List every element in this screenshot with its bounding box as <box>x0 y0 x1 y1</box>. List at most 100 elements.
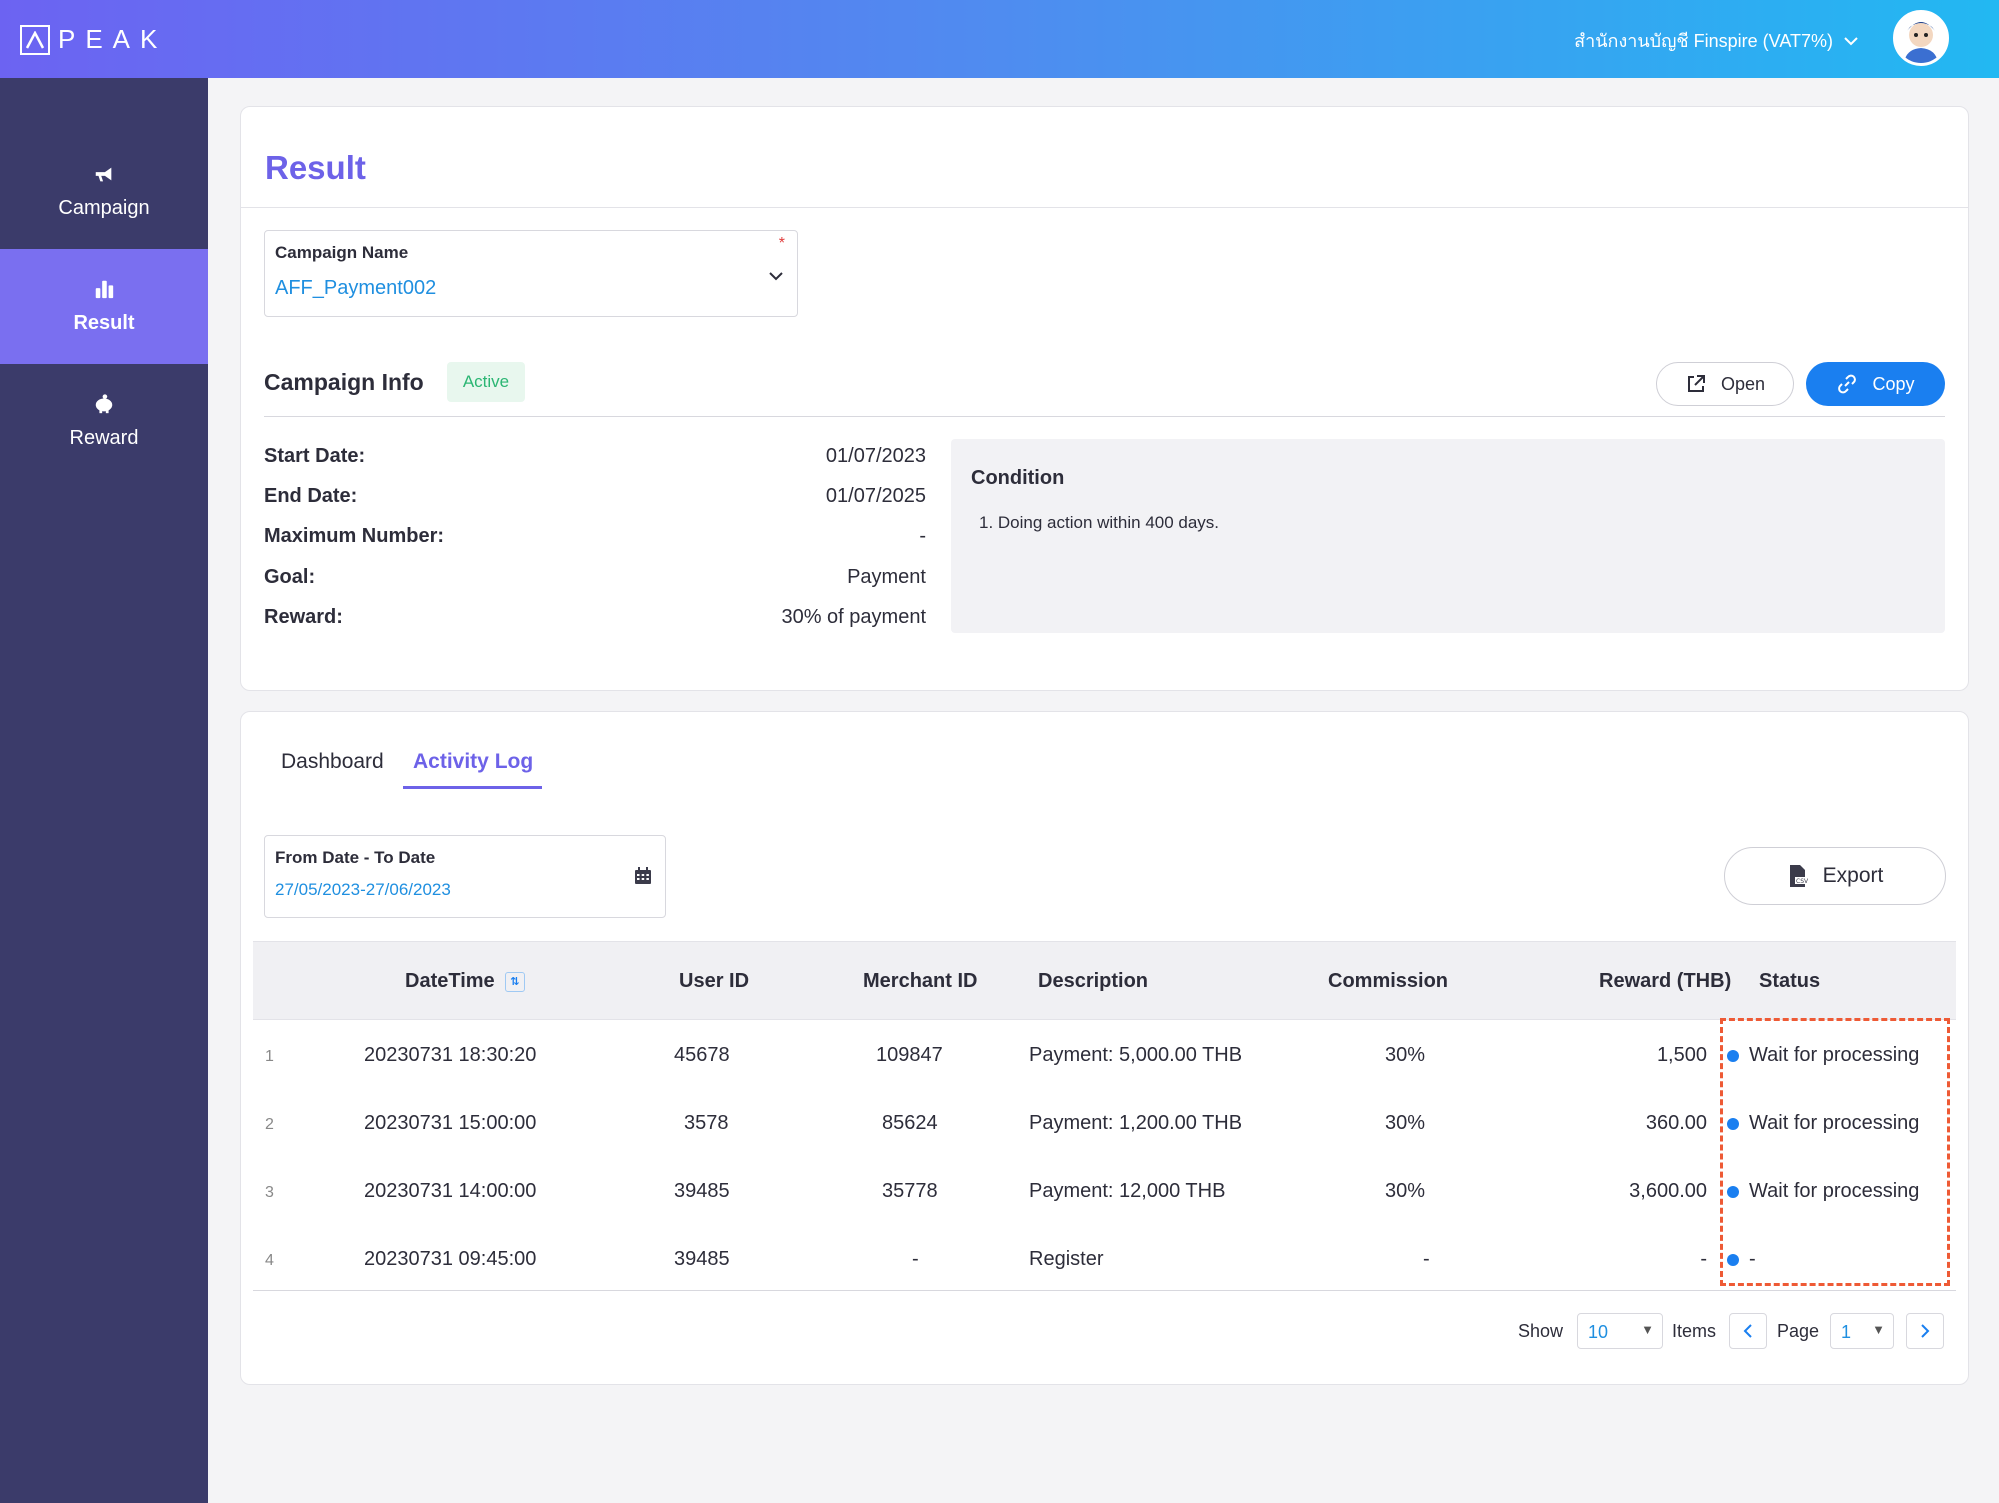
date-range-field[interactable]: From Date - To Date 27/05/2023-27/06/202… <box>264 835 666 918</box>
calendar-icon[interactable] <box>633 866 653 886</box>
cell-description: Payment: 5,000.00 THB <box>1029 1044 1243 1066</box>
date-range-value: 27/05/2023-27/06/2023 <box>275 880 451 899</box>
info-value: 01/07/2023 <box>825 445 926 467</box>
sidebar-item-label: Campaign <box>58 197 150 219</box>
tab-dashboard[interactable]: Dashboard <box>281 750 384 773</box>
csv-file-icon: CSV <box>1789 865 1809 887</box>
organization-name: สำนักงานบัญชี Finspire (VAT7%) <box>1574 31 1833 51</box>
status-dot-icon <box>1727 1253 1739 1266</box>
cell-datetime: 20230731 15:00:00 <box>364 1112 537 1134</box>
page-size-select[interactable]: 10 ▼ <box>1577 1313 1663 1349</box>
items-label: Items <box>1672 1321 1717 1341</box>
campaign-name-label: Campaign Name <box>275 243 409 262</box>
copy-button[interactable]: Copy <box>1806 362 1945 406</box>
cell-description: Payment: 1,200.00 THB <box>1029 1112 1243 1134</box>
column-header-datetime[interactable]: DateTime ⇅ <box>405 970 525 993</box>
table-row[interactable]: 3 20230731 14:00:00 39485 35778 Payment:… <box>253 1158 1956 1226</box>
info-key: Start Date: <box>264 445 366 467</box>
cell-user-id: 3578 <box>684 1112 729 1134</box>
info-key: Reward: <box>264 606 343 628</box>
status-text: Wait for processing <box>1749 1180 1920 1202</box>
info-row-reward: Reward: 30% of payment <box>264 606 926 629</box>
copy-button-label: Copy <box>1872 373 1915 394</box>
status-dot-icon <box>1727 1049 1739 1062</box>
table-row[interactable]: 2 20230731 15:00:00 3578 85624 Payment: … <box>253 1090 1956 1158</box>
divider <box>264 416 1945 417</box>
info-row-goal: Goal: Payment <box>264 566 926 589</box>
status-text: Wait for processing <box>1749 1112 1920 1134</box>
chevron-down-icon: ▼ <box>1872 1322 1885 1337</box>
cell-status: Wait for processing <box>1727 1044 1919 1067</box>
cell-user-id: 39485 <box>674 1248 730 1270</box>
status-dot-icon <box>1727 1185 1739 1198</box>
info-key: Maximum Number: <box>264 525 445 547</box>
cell-commission: 30% <box>1385 1044 1426 1066</box>
cell-commission: 30% <box>1385 1180 1426 1202</box>
previous-page-button[interactable] <box>1729 1313 1767 1349</box>
column-header-description: Description <box>1038 970 1149 992</box>
info-value: Payment <box>847 566 926 588</box>
info-row-end-date: End Date: 01/07/2025 <box>264 485 926 508</box>
bar-chart-icon <box>95 280 114 299</box>
table-row[interactable]: 1 20230731 18:30:20 45678 109847 Payment… <box>253 1022 1956 1090</box>
row-index: 3 <box>265 1184 274 1201</box>
cell-reward: 3,600.00 <box>1629 1180 1707 1202</box>
status-text: Wait for processing <box>1749 1044 1920 1066</box>
active-tab-indicator <box>403 786 542 789</box>
next-page-button[interactable] <box>1906 1313 1944 1349</box>
info-key: Goal: <box>264 566 316 588</box>
cell-user-id: 39485 <box>674 1180 730 1202</box>
column-header-label: DateTime <box>405 970 495 992</box>
cell-description: Payment: 12,000 THB <box>1029 1180 1226 1202</box>
cell-datetime: 20230731 18:30:20 <box>364 1044 537 1066</box>
cell-reward: 360.00 <box>1645 1112 1707 1134</box>
open-button[interactable]: Open <box>1656 362 1794 406</box>
sort-icon[interactable]: ⇅ <box>504 971 525 992</box>
campaign-info-title: Campaign Info <box>264 369 424 395</box>
cell-merchant-id: - <box>912 1248 919 1270</box>
page-value: 1 <box>1841 1322 1852 1342</box>
table-header: DateTime ⇅ User ID Merchant ID Descriptio… <box>253 941 1956 1020</box>
sidebar-spacer <box>0 78 208 134</box>
page-select[interactable]: 1 ▼ <box>1830 1313 1894 1349</box>
campaign-name-select[interactable]: Campaign Name * AFF_Payment002 <box>264 230 798 317</box>
sidebar-item-label: Reward <box>69 427 139 449</box>
logo-mark-icon <box>20 24 50 55</box>
campaign-name-value: AFF_Payment002 <box>275 277 437 299</box>
info-value: 30% of payment <box>781 606 926 628</box>
info-row-start-date: Start Date: 01/07/2023 <box>264 445 926 468</box>
info-value: 01/07/2025 <box>825 485 926 507</box>
cell-merchant-id: 109847 <box>876 1044 943 1066</box>
peak-logo[interactable]: PEAK <box>20 24 167 55</box>
table-row[interactable]: 4 20230731 09:45:00 39485 - Register - -… <box>253 1226 1956 1294</box>
user-avatar[interactable] <box>1893 10 1949 66</box>
column-header-reward: Reward (THB) <box>1599 970 1732 992</box>
chevron-left-icon <box>1743 1324 1752 1338</box>
column-header-user-id: User ID <box>679 970 750 992</box>
page-title: Result <box>265 149 366 186</box>
row-index: 1 <box>265 1048 274 1065</box>
row-index: 4 <box>265 1252 274 1269</box>
cell-status: Wait for processing <box>1727 1112 1919 1135</box>
sidebar-item-result[interactable]: Result <box>0 249 208 364</box>
sidebar: Campaign Result Reward <box>0 78 208 1503</box>
page-size-value: 10 <box>1588 1322 1609 1342</box>
status-badge: Active <box>447 362 525 402</box>
info-value: - <box>919 525 926 547</box>
cell-reward: - <box>1700 1248 1707 1270</box>
sidebar-item-reward[interactable]: Reward <box>0 364 208 479</box>
cell-description: Register <box>1029 1248 1104 1270</box>
sidebar-item-campaign[interactable]: Campaign <box>0 134 208 249</box>
export-button[interactable]: CSV Export <box>1724 847 1946 905</box>
status-dot-icon <box>1727 1117 1739 1130</box>
cell-datetime: 20230731 14:00:00 <box>364 1180 537 1202</box>
result-card: Result Campaign Name * AFF_Payment002 Ca… <box>240 106 1969 691</box>
cell-reward: 1,500 <box>1656 1044 1707 1066</box>
cell-merchant-id: 85624 <box>882 1112 938 1134</box>
cell-merchant-id: 35778 <box>882 1180 938 1202</box>
top-bar: PEAK สำนักงานบัญชี Finspire (VAT7%) <box>0 0 1999 78</box>
organization-selector[interactable]: สำนักงานบัญชี Finspire (VAT7%) <box>1574 26 1859 55</box>
cell-datetime: 20230731 09:45:00 <box>364 1248 537 1270</box>
tab-activity-log[interactable]: Activity Log <box>413 750 534 773</box>
cell-commission: - <box>1423 1248 1430 1270</box>
